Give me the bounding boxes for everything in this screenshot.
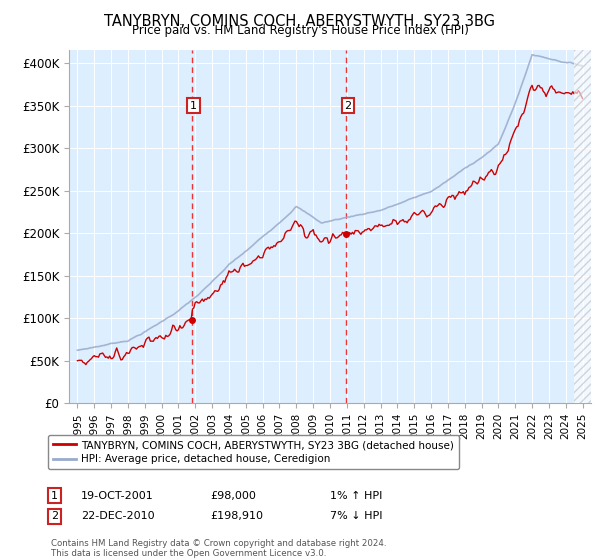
Text: 19-OCT-2001: 19-OCT-2001 xyxy=(81,491,154,501)
Text: 7% ↓ HPI: 7% ↓ HPI xyxy=(330,511,383,521)
Text: Price paid vs. HM Land Registry's House Price Index (HPI): Price paid vs. HM Land Registry's House … xyxy=(131,24,469,37)
Text: Contains HM Land Registry data © Crown copyright and database right 2024.
This d: Contains HM Land Registry data © Crown c… xyxy=(51,539,386,558)
Text: 22-DEC-2010: 22-DEC-2010 xyxy=(81,511,155,521)
Text: TANYBRYN, COMINS COCH, ABERYSTWYTH, SY23 3BG: TANYBRYN, COMINS COCH, ABERYSTWYTH, SY23… xyxy=(104,14,496,29)
Text: 1% ↑ HPI: 1% ↑ HPI xyxy=(330,491,382,501)
Text: 1: 1 xyxy=(190,101,197,111)
Bar xyxy=(574,46,599,403)
Text: £98,000: £98,000 xyxy=(210,491,256,501)
Legend: TANYBRYN, COMINS COCH, ABERYSTWYTH, SY23 3BG (detached house), HPI: Average pric: TANYBRYN, COMINS COCH, ABERYSTWYTH, SY23… xyxy=(48,435,460,469)
Text: 1: 1 xyxy=(51,491,58,501)
Text: £198,910: £198,910 xyxy=(210,511,263,521)
Text: 2: 2 xyxy=(344,101,352,111)
Text: 2: 2 xyxy=(51,511,58,521)
